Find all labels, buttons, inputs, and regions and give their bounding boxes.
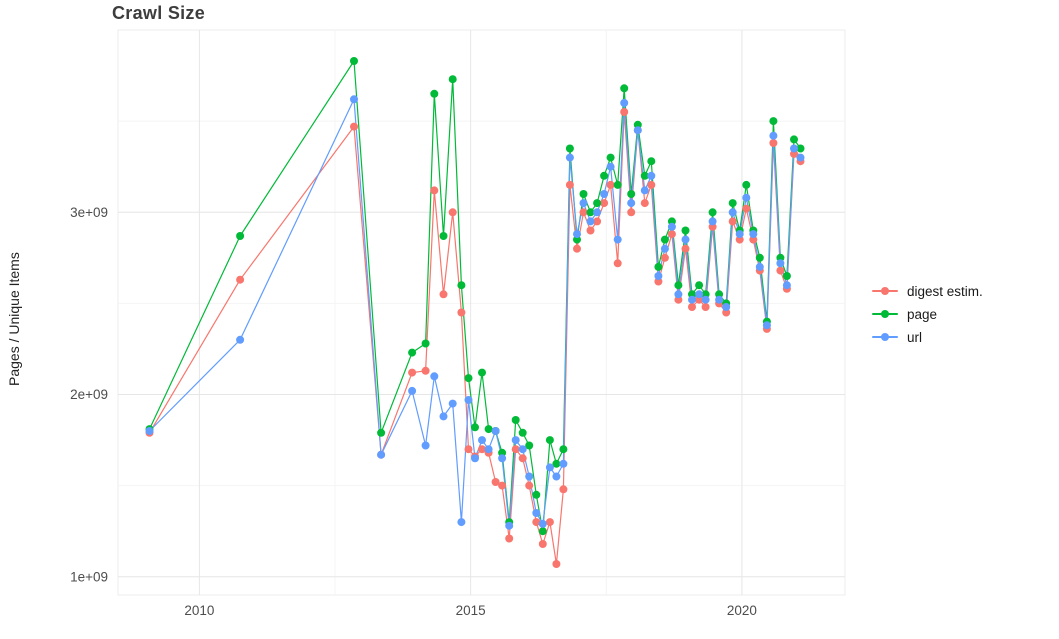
series-points-url <box>145 95 805 530</box>
series-line-page <box>148 60 801 532</box>
legend-item-page: page <box>872 306 983 322</box>
legend-label-url: url <box>907 329 923 345</box>
legend-key-digest-estim-icon <box>872 284 898 298</box>
svg-text:3e+09: 3e+09 <box>70 205 108 220</box>
x-axis-tick-labels: 2010 2015 2020 <box>184 603 757 618</box>
chart-title: Crawl Size <box>112 3 206 23</box>
legend-item-digest-estim: digest estim. <box>872 283 983 299</box>
svg-text:2e+09: 2e+09 <box>70 387 108 402</box>
legend-label-digest-estim: digest estim. <box>907 283 983 299</box>
gridlines-major <box>118 30 845 595</box>
legend-dot-swatch <box>881 287 889 295</box>
legend-dot-swatch <box>881 333 889 341</box>
legend-key-page-icon <box>872 307 898 321</box>
legend-label-page: page <box>907 306 938 322</box>
legend-dot-swatch <box>881 310 889 318</box>
svg-text:2020: 2020 <box>727 603 757 618</box>
legend: digest estim. page url <box>872 283 983 345</box>
svg-text:2010: 2010 <box>184 603 214 618</box>
plot-panel <box>117 29 846 596</box>
y-axis-tick-labels: 1e+09 2e+09 3e+09 <box>70 205 108 585</box>
legend-item-url: url <box>872 329 983 345</box>
svg-text:2015: 2015 <box>456 603 486 618</box>
legend-key-url-icon <box>872 330 898 344</box>
svg-text:1e+09: 1e+09 <box>70 569 108 584</box>
